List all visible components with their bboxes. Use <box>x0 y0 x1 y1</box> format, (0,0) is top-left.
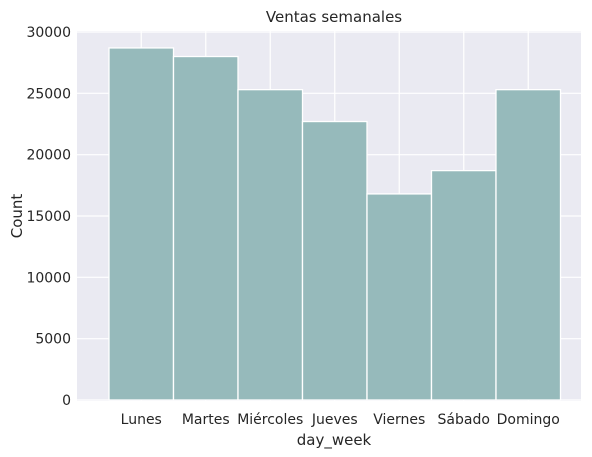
bars <box>108 47 562 401</box>
y-tick-label: 0 <box>62 393 71 409</box>
bar <box>108 47 175 401</box>
y-tick-label: 20000 <box>26 148 71 164</box>
bar <box>495 89 562 401</box>
y-axis-ticks: 0 5000 10000 15000 20000 25000 30000 <box>26 25 71 409</box>
x-tick-label: Martes <box>182 412 230 428</box>
y-tick-label: 10000 <box>26 270 71 286</box>
chart-title: Ventas semanales <box>266 8 402 26</box>
x-axis-label: day_week <box>297 431 372 450</box>
bar <box>430 169 497 401</box>
x-tick-label: Jueves <box>311 412 358 428</box>
bar <box>237 89 304 401</box>
bar <box>301 120 368 401</box>
x-tick-label: Sábado <box>438 412 490 428</box>
x-tick-label: Viernes <box>373 412 425 428</box>
y-tick-label: 25000 <box>26 86 71 102</box>
x-tick-label: Lunes <box>121 412 162 428</box>
y-tick-label: 30000 <box>26 25 71 41</box>
y-tick-label: 5000 <box>35 332 71 348</box>
bar <box>366 193 433 401</box>
x-tick-label: Domingo <box>497 412 560 428</box>
y-tick-label: 15000 <box>26 209 71 225</box>
bar <box>172 55 239 401</box>
y-axis-label: Count <box>8 194 26 239</box>
x-tick-label: Miércoles <box>237 412 303 428</box>
x-axis-ticks: Lunes Martes Miércoles Jueves Viernes Sábado D… <box>121 412 560 428</box>
